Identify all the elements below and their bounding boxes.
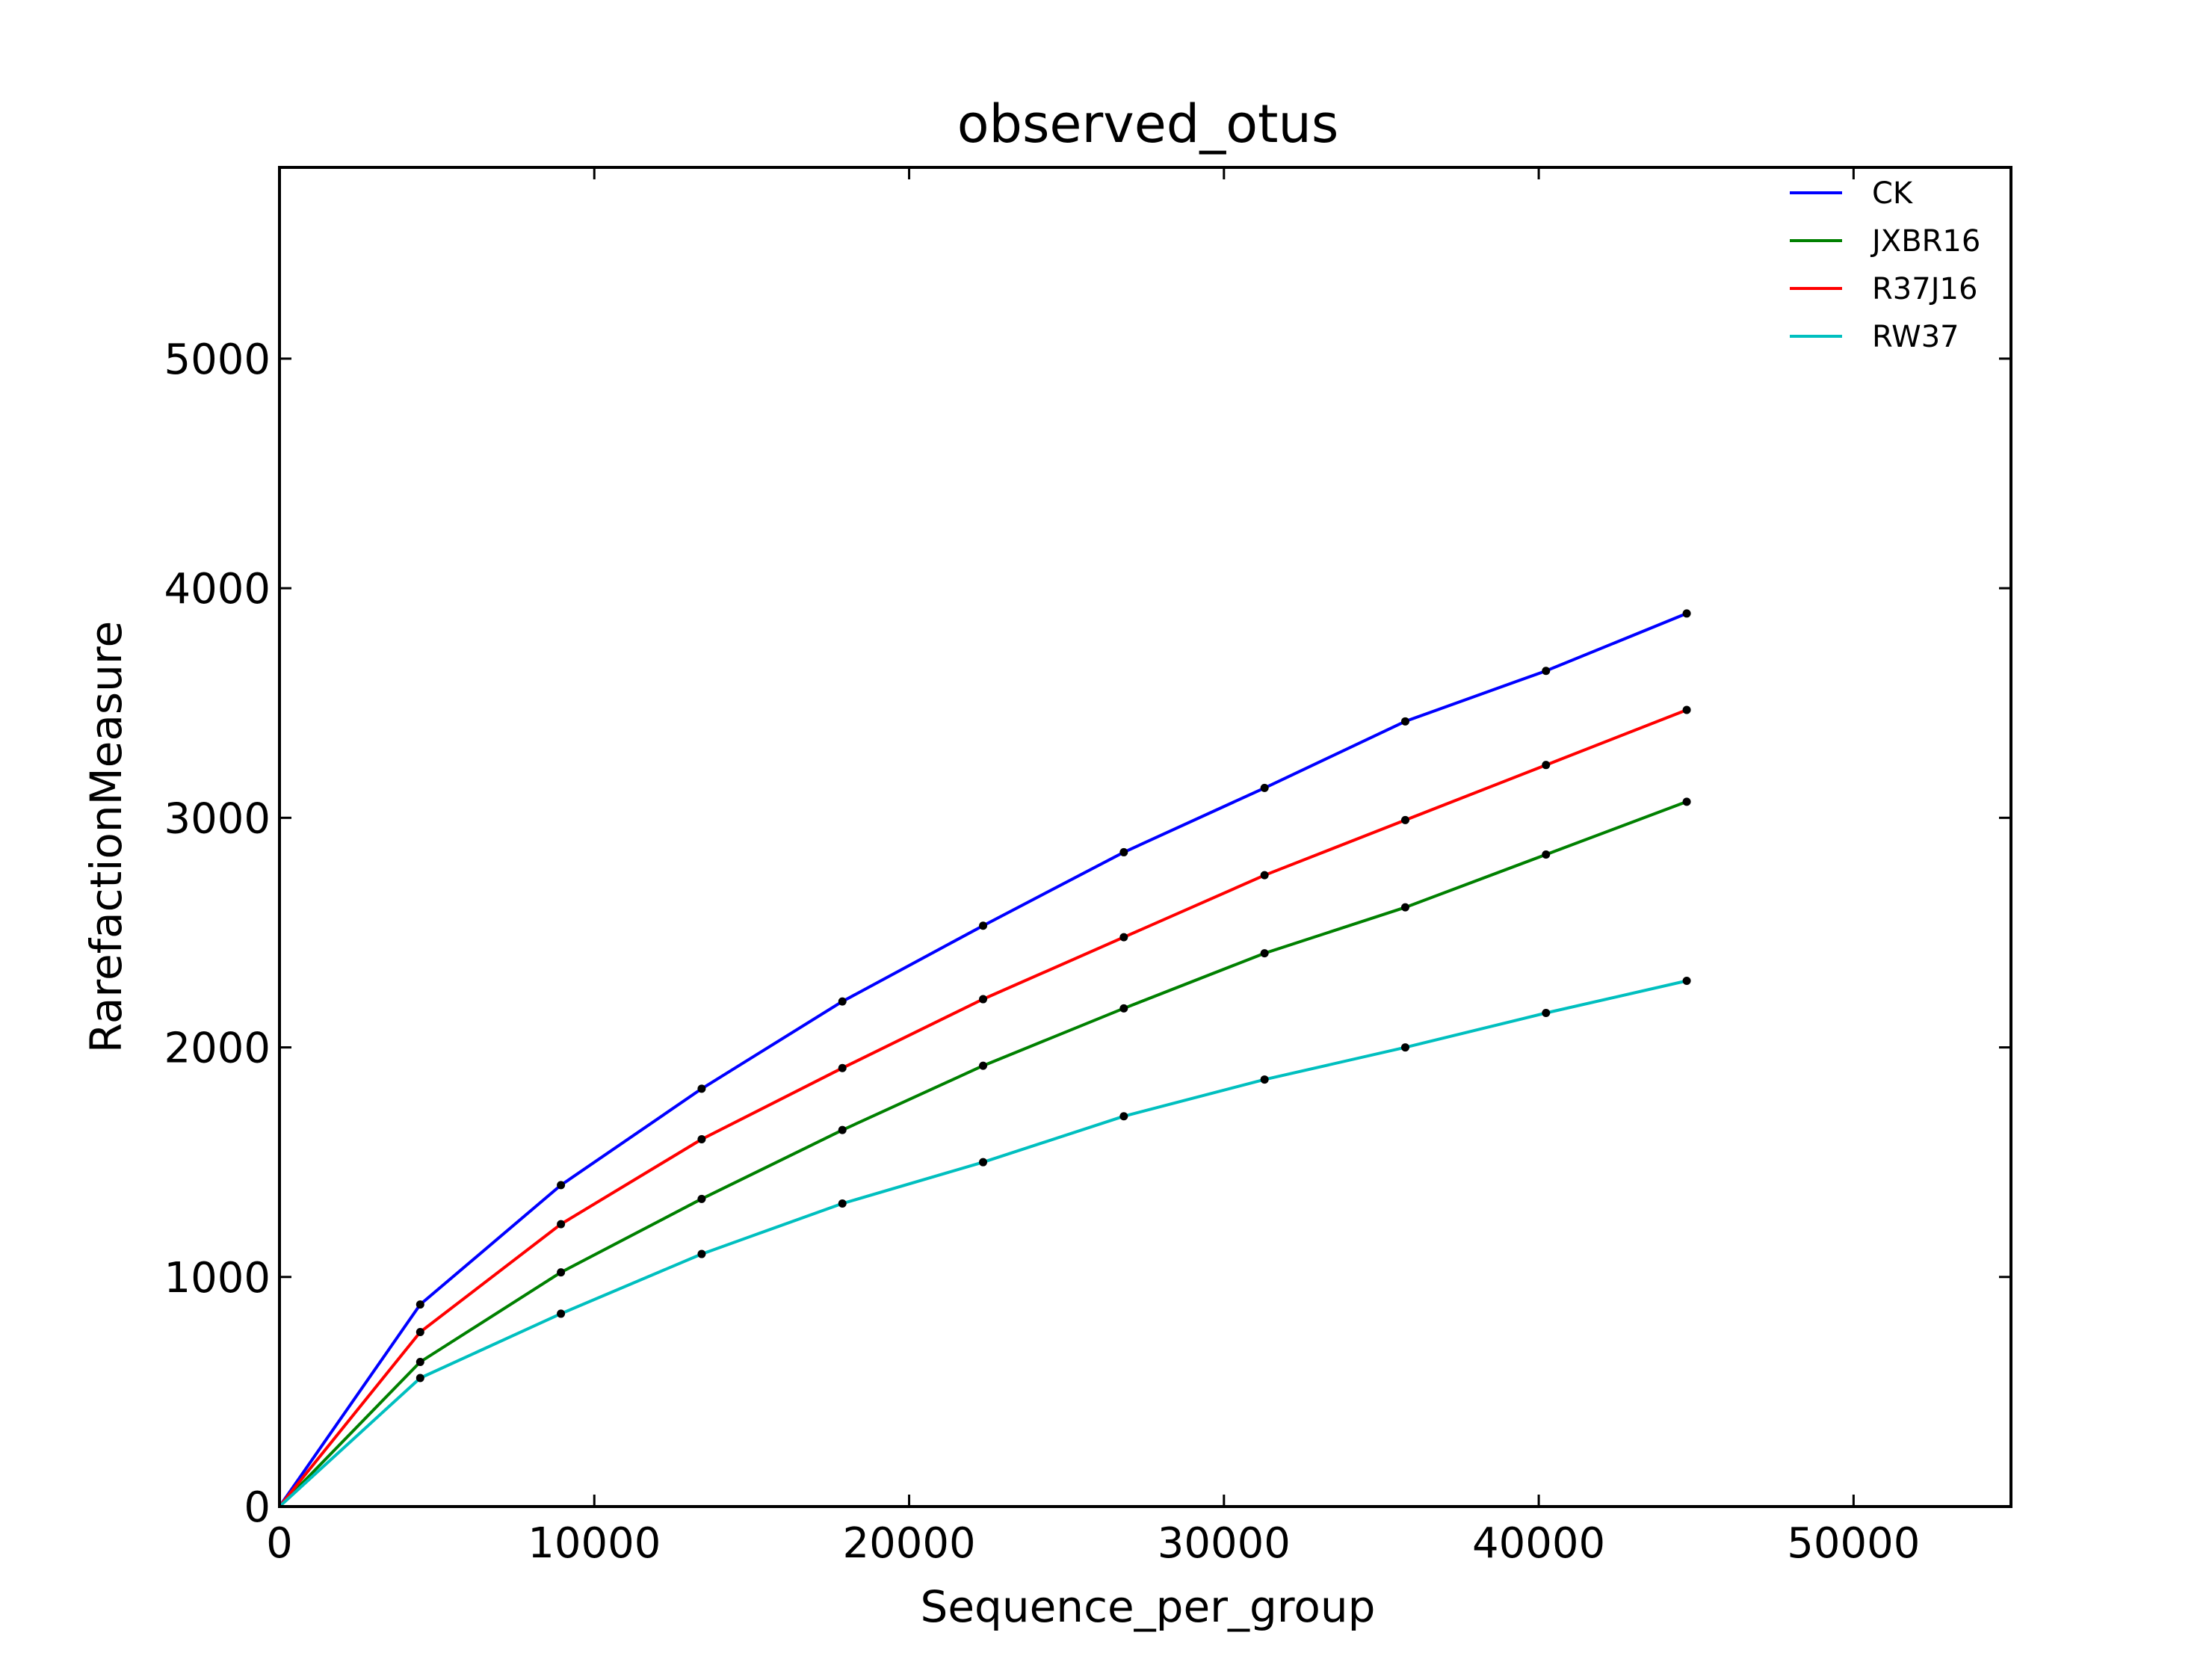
x-tick-label: 10000 xyxy=(528,1519,661,1568)
data-point-r37j16 xyxy=(1401,816,1409,824)
data-point-jxbr16 xyxy=(979,1062,987,1070)
y-tick-label: 5000 xyxy=(164,336,271,384)
data-point-r37j16 xyxy=(1542,761,1550,769)
data-point-r37j16 xyxy=(416,1328,424,1336)
y-tick-label: 2000 xyxy=(164,1025,271,1073)
data-point-ck xyxy=(557,1181,565,1189)
data-point-rw37 xyxy=(838,1199,847,1208)
chart-title: observed_otus xyxy=(957,93,1339,155)
data-point-ck xyxy=(1683,609,1691,617)
data-point-r37j16 xyxy=(1261,871,1269,880)
y-axis-label: RarefactionMeasure xyxy=(81,621,132,1053)
data-point-rw37 xyxy=(1261,1075,1269,1084)
data-point-jxbr16 xyxy=(1683,797,1691,806)
data-point-rw37 xyxy=(979,1158,987,1167)
x-tick-label: 20000 xyxy=(842,1519,975,1568)
data-point-rw37 xyxy=(1542,1009,1550,1017)
data-point-jxbr16 xyxy=(557,1268,565,1276)
x-tick-label: 30000 xyxy=(1158,1519,1291,1568)
data-point-rw37 xyxy=(1401,1043,1409,1051)
x-axis-label: Sequence_per_group xyxy=(921,1581,1376,1632)
y-tick-label: 1000 xyxy=(164,1254,271,1303)
data-point-jxbr16 xyxy=(1542,850,1550,859)
data-point-r37j16 xyxy=(697,1135,705,1143)
data-point-r37j16 xyxy=(1683,705,1691,714)
x-tick-label: 40000 xyxy=(1472,1519,1605,1568)
data-point-jxbr16 xyxy=(838,1126,847,1134)
y-tick-label: 0 xyxy=(244,1483,271,1532)
data-point-rw37 xyxy=(1119,1112,1128,1120)
data-point-ck xyxy=(416,1300,424,1309)
data-point-r37j16 xyxy=(557,1220,565,1229)
legend-label-r37j16: R37J16 xyxy=(1872,272,1977,306)
data-point-jxbr16 xyxy=(697,1195,705,1203)
y-tick-label: 3000 xyxy=(164,794,271,843)
data-point-ck xyxy=(1401,717,1409,726)
data-point-rw37 xyxy=(557,1309,565,1317)
data-point-ck xyxy=(697,1084,705,1093)
legend-label-jxbr16: JXBR16 xyxy=(1870,224,1980,259)
legend-label-rw37: RW37 xyxy=(1872,320,1959,354)
data-point-jxbr16 xyxy=(416,1358,424,1366)
data-point-jxbr16 xyxy=(1119,1004,1128,1013)
data-point-ck xyxy=(1119,848,1128,856)
data-point-jxbr16 xyxy=(1261,949,1269,957)
data-point-ck xyxy=(1261,784,1269,792)
data-point-jxbr16 xyxy=(1401,903,1409,912)
data-point-rw37 xyxy=(416,1374,424,1382)
legend-label-ck: CK xyxy=(1872,176,1914,211)
data-point-rw37 xyxy=(697,1250,705,1258)
data-point-ck xyxy=(979,921,987,930)
data-point-ck xyxy=(1542,667,1550,675)
data-point-r37j16 xyxy=(979,995,987,1004)
data-point-ck xyxy=(838,998,847,1006)
x-tick-label: 50000 xyxy=(1787,1519,1920,1568)
y-tick-label: 4000 xyxy=(164,565,271,614)
data-point-r37j16 xyxy=(1119,933,1128,942)
data-point-r37j16 xyxy=(838,1064,847,1072)
data-point-rw37 xyxy=(1683,977,1691,985)
